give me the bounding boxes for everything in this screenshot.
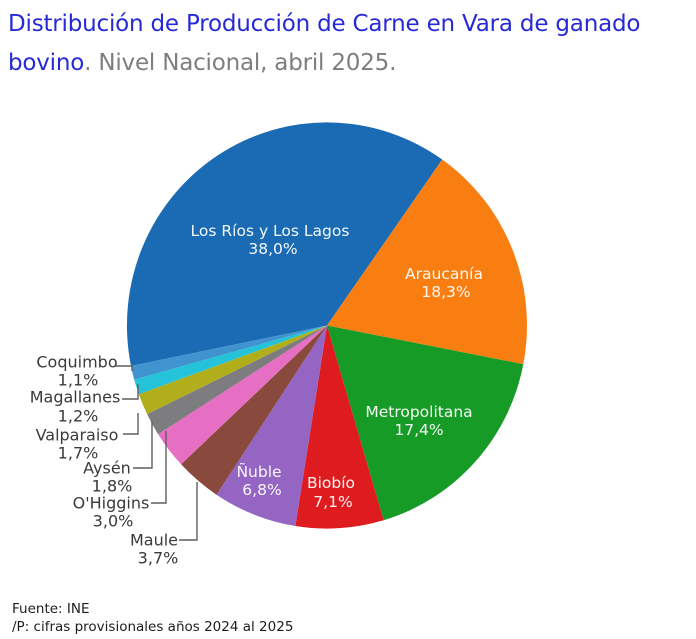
pie-slice-6 [158,325,327,465]
slice-percent-3: 7,1% [313,493,352,511]
slice-name-6: O'Higgins [73,494,150,513]
slice-percent-7: 1,8% [92,477,133,496]
pie-slice-10 [131,325,327,380]
pie-slice-0 [126,122,443,366]
slice-name-4: Ñuble [236,462,281,481]
leader-line-9 [122,384,139,400]
pie-slice-2 [327,325,524,521]
pie-slice-1 [327,159,527,365]
slice-name-7: Aysén [83,459,131,478]
pie-slice-7 [147,325,327,435]
slice-name-5: Maule [130,531,178,550]
leader-line-8 [123,413,139,435]
pie-slice-8 [138,325,327,415]
leader-line-10 [115,365,133,371]
slice-name-10: Coquimbo [36,353,117,372]
title-subtitle: . Nivel Nacional, abril 2025. [84,50,397,76]
slice-percent-4: 6,8% [242,481,281,499]
slice-name-2: Metropolitana [365,403,472,421]
footer-provisional-note: /P: cifras provisionales años 2024 al 20… [12,619,294,635]
slice-name-1: Araucanía [405,265,483,283]
slice-percent-9: 1,2% [58,407,99,426]
leader-line-7 [133,421,153,469]
title-line-1: Distribución de Producción de Carne en V… [8,5,692,44]
pie-slice-4 [216,325,327,526]
slice-name-3: Biobío [307,474,355,492]
slice-percent-5: 3,7% [138,549,179,568]
slice-percent-1: 18,3% [421,283,470,301]
slice-percent-10: 1,1% [58,371,99,390]
footer-source: Fuente: INE [12,601,90,617]
chart-title: Distribución de Producción de Carne en V… [8,5,692,83]
slice-name-8: Valparaiso [36,426,119,445]
title-highlight: Distribución de Producción de Carne en V… [8,11,641,37]
leader-line-6 [151,431,167,504]
pie-slice-9 [134,325,327,395]
pie-slice-5 [181,325,327,495]
slice-name-9: Magallanes [30,388,121,407]
slice-percent-0: 38,0% [248,240,297,258]
leader-line-5 [179,482,198,541]
title-highlight-cont: bovino [8,50,85,76]
pie-slice-3 [295,325,384,529]
source-note: Fuente: INE /P: cifras provisionales año… [12,600,293,636]
slice-name-0: Los Ríos y Los Lagos [191,222,350,240]
slice-percent-8: 1,7% [58,444,99,463]
title-line-2: bovino. Nivel Nacional, abril 2025. [8,44,692,83]
slice-percent-2: 17,4% [394,421,443,439]
slice-percent-6: 3,0% [93,512,134,531]
